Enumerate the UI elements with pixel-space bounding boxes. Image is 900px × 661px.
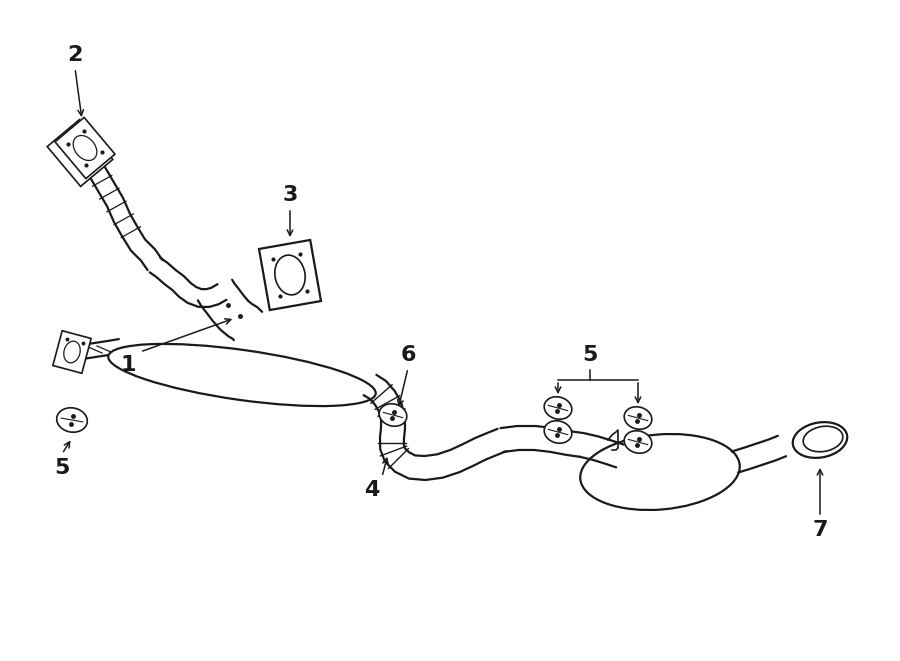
Polygon shape	[55, 118, 115, 178]
Ellipse shape	[57, 408, 87, 432]
Ellipse shape	[379, 404, 407, 426]
Ellipse shape	[544, 421, 572, 444]
Ellipse shape	[64, 341, 80, 363]
Ellipse shape	[274, 255, 305, 295]
Text: 4: 4	[364, 480, 380, 500]
Polygon shape	[259, 240, 321, 310]
Ellipse shape	[544, 397, 572, 419]
Ellipse shape	[73, 136, 97, 161]
Text: 5: 5	[582, 345, 598, 365]
Ellipse shape	[580, 434, 740, 510]
Polygon shape	[53, 330, 91, 373]
Ellipse shape	[793, 422, 847, 458]
Polygon shape	[47, 120, 112, 186]
Ellipse shape	[625, 431, 652, 453]
Text: 7: 7	[812, 520, 828, 540]
Ellipse shape	[108, 344, 375, 406]
Text: 3: 3	[283, 185, 298, 205]
Text: 1: 1	[121, 355, 136, 375]
Ellipse shape	[625, 407, 652, 429]
Text: 6: 6	[400, 345, 416, 365]
Text: 5: 5	[54, 458, 69, 478]
Text: 2: 2	[68, 45, 83, 65]
Ellipse shape	[803, 426, 842, 451]
